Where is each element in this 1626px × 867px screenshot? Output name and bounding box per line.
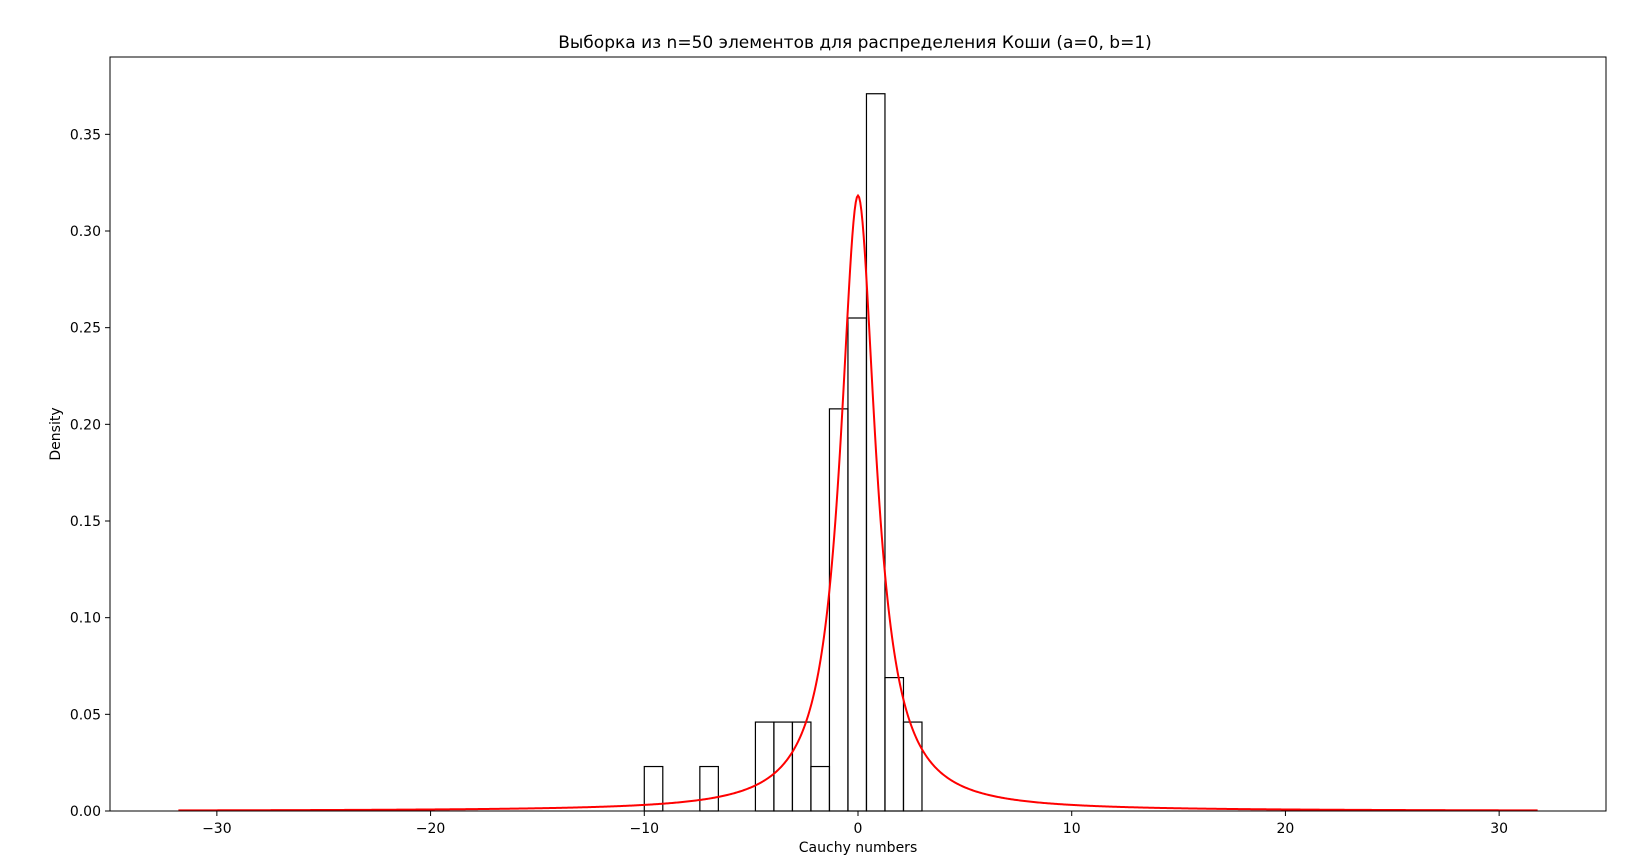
y-tick-label: 0.15 bbox=[70, 514, 101, 530]
x-tick-label: −10 bbox=[630, 821, 660, 837]
y-tick-label: 0.20 bbox=[70, 417, 101, 433]
histogram-bar bbox=[699, 765, 719, 812]
plot-area bbox=[178, 93, 1538, 812]
histogram-bar bbox=[884, 676, 905, 812]
x-tick-label: 10 bbox=[1063, 821, 1081, 837]
histogram-bar bbox=[754, 721, 775, 812]
histogram-bar bbox=[902, 721, 923, 812]
y-tick-label: 0.35 bbox=[70, 127, 101, 143]
x-tick-label: 0 bbox=[854, 821, 863, 837]
x-tick-label: 30 bbox=[1490, 821, 1508, 837]
plot-frame bbox=[109, 56, 1607, 812]
y-tick-label: 0.00 bbox=[70, 804, 101, 820]
x-tick-label: 20 bbox=[1277, 821, 1295, 837]
chart-title: Выборка из n=50 элементов для распределе… bbox=[558, 33, 1152, 53]
y-tick-label: 0.05 bbox=[70, 707, 101, 723]
histogram-bar bbox=[810, 765, 831, 812]
cauchy-density-curve bbox=[178, 193, 1538, 812]
histogram-bar bbox=[773, 721, 794, 812]
y-axis-ticks: 0.00 0.05 0.10 0.15 0.20 0.25 0.30 0.35 bbox=[70, 127, 110, 820]
x-tick-label: −20 bbox=[416, 821, 446, 837]
y-tick-label: 0.10 bbox=[70, 611, 101, 627]
y-tick-label: 0.25 bbox=[70, 321, 101, 337]
y-tick-label: 0.30 bbox=[70, 224, 101, 240]
x-axis-label: Cauchy numbers bbox=[799, 840, 917, 856]
x-axis-ticks: −30 −20 −10 0 10 20 30 bbox=[202, 811, 1508, 837]
y-axis-label: Density bbox=[48, 407, 64, 460]
x-tick-label: −30 bbox=[202, 821, 232, 837]
histogram-bar bbox=[847, 317, 868, 812]
